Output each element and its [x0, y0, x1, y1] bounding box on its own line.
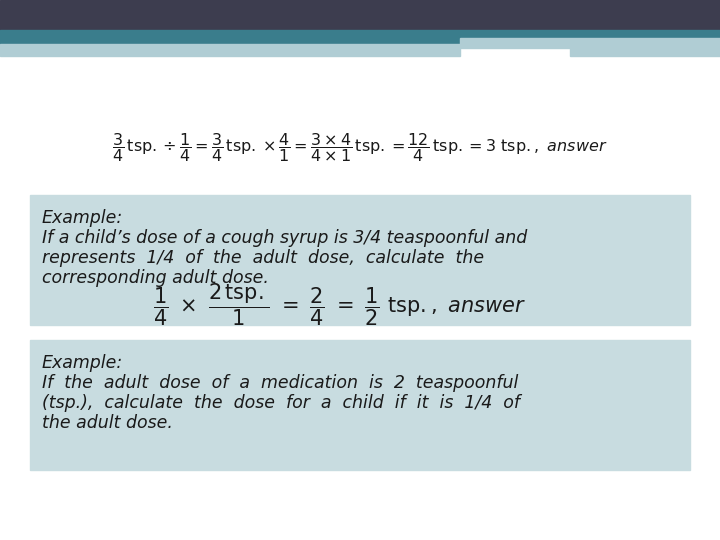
Bar [570, 48, 720, 56]
Text: $\dfrac{3}{4}\,\mathrm{tsp.} \div \dfrac{1}{4} = \dfrac{3}{4}\,\mathrm{tsp.} \ti: $\dfrac{3}{4}\,\mathrm{tsp.} \div \dfrac… [112, 132, 608, 165]
Bar [460, 38, 720, 48]
Text: $\dfrac{1}{4}\ \times\ \dfrac{2\,\mathrm{tsp.}}{1}\ =\ \dfrac{2}{4}\ =\ \dfrac{1: $\dfrac{1}{4}\ \times\ \dfrac{2\,\mathrm… [153, 282, 526, 328]
Text: (tsp.),  calculate  the  dose  for  a  child  if  it  is  1/4  of: (tsp.), calculate the dose for a child i… [42, 394, 520, 412]
Text: If a child’s dose of a cough syrup is 3/4 teaspoonful and: If a child’s dose of a cough syrup is 3/… [42, 229, 527, 247]
Text: corresponding adult dose.: corresponding adult dose. [42, 269, 269, 287]
Text: Example:: Example: [42, 209, 123, 227]
Bar [30, 195, 690, 325]
Text: represents  1/4  of  the  adult  dose,  calculate  the: represents 1/4 of the adult dose, calcul… [42, 249, 484, 267]
Text: If  the  adult  dose  of  a  medication  is  2  teaspoonful: If the adult dose of a medication is 2 t… [42, 374, 518, 392]
Bar [0, 30, 720, 44]
Text: Example:: Example: [42, 354, 123, 372]
Text: the adult dose.: the adult dose. [42, 414, 173, 432]
Bar [0, 0, 720, 30]
Bar [0, 44, 460, 56]
Bar [30, 340, 690, 470]
